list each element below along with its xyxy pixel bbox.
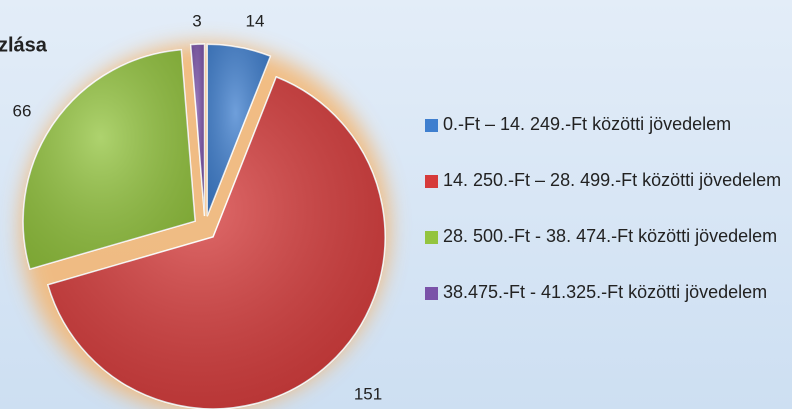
legend-label: 28. 500.-Ft - 38. 474.-Ft közötti jövede… (443, 226, 778, 246)
slice-shade (190, 44, 205, 217)
slice-shade (47, 76, 386, 409)
chart-title: zlása (0, 34, 48, 56)
slice-shade (207, 44, 271, 217)
legend-swatch (425, 119, 438, 132)
slice-shade (23, 49, 196, 270)
data-label: 66 (13, 101, 32, 120)
data-label: 151 (354, 384, 382, 403)
legend-item: 38.475.-Ft - 41.325.-Ft közötti jövedele… (425, 280, 792, 304)
legend-label: 14. 250.-Ft – 28. 499.-Ft közötti jövede… (443, 170, 782, 190)
data-label: 3 (192, 11, 201, 30)
data-label: 14 (246, 11, 265, 30)
legend-item: 28. 500.-Ft - 38. 474.-Ft közötti jövede… (425, 224, 792, 248)
legend-item: 14. 250.-Ft – 28. 499.-Ft közötti jövede… (425, 168, 792, 192)
legend-label: 38.475.-Ft - 41.325.-Ft közötti jövedele… (443, 282, 768, 302)
legend: 0.-Ft – 14. 249.-Ft közötti jövedelem 14.… (425, 112, 792, 336)
legend-swatch (425, 287, 438, 300)
legend-item: 0.-Ft – 14. 249.-Ft közötti jövedelem (425, 112, 792, 136)
legend-swatch (425, 175, 438, 188)
legend-swatch (425, 231, 438, 244)
legend-label: 0.-Ft – 14. 249.-Ft közötti jövedelem (443, 114, 732, 134)
